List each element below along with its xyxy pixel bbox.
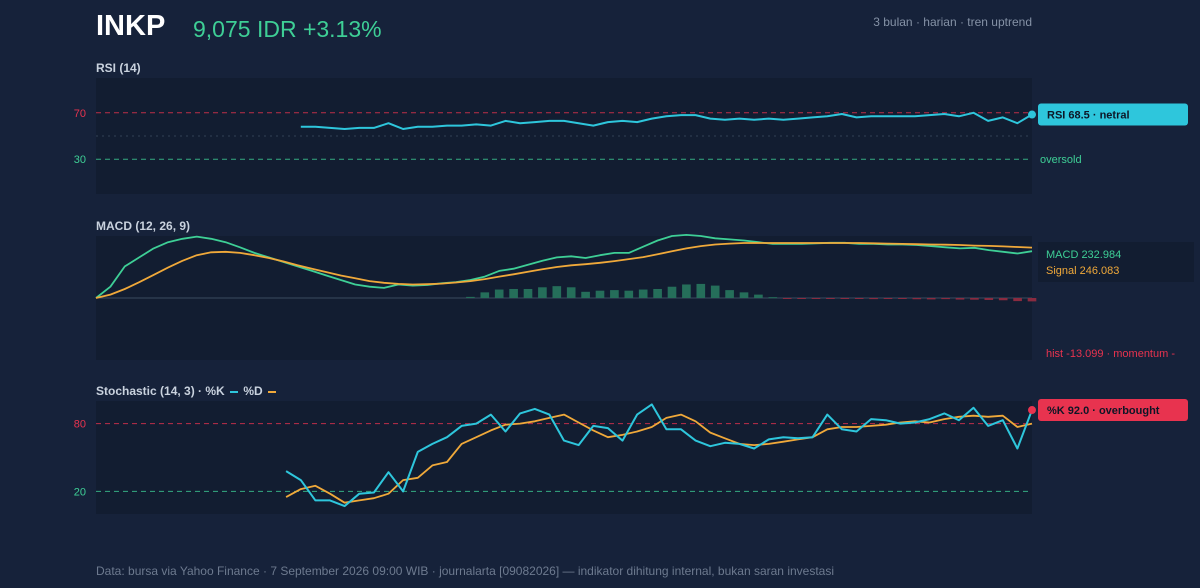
macd-panel-title: MACD (12, 26, 9) (96, 219, 191, 233)
chart-subtitle: 3 bulan · harian · tren uptrend (873, 15, 1032, 29)
signal-value-label: Signal 246.083 (1046, 265, 1119, 277)
rsi-oversold-label: oversold (1040, 154, 1082, 166)
stoch-tick-label-20: 20 (74, 486, 86, 498)
macd-histogram-bar (610, 290, 619, 298)
macd-histogram-bar (926, 298, 936, 300)
macd-histogram-bar (552, 286, 562, 298)
stoch-k-line (285, 403, 1033, 508)
macd-histogram-bar (984, 298, 994, 300)
macd-histogram-bar (883, 298, 893, 300)
macd-value-box: MACD 232.984 Signal 246.083 (1038, 242, 1194, 282)
d-legend-label: %D (243, 384, 263, 398)
macd-histogram-bar (739, 292, 749, 298)
macd-histogram-bar (624, 290, 634, 298)
stoch-value-badge: %K 92.0 · overbought (1038, 399, 1188, 422)
macd-histogram-bar (797, 298, 806, 299)
macd-histogram-bar (581, 291, 590, 298)
macd-histogram-bar (653, 288, 662, 298)
macd-histogram-bar (1027, 298, 1037, 302)
k-legend-swatch (230, 390, 239, 393)
macd-histogram-bar (1013, 298, 1022, 302)
macd-histogram-bar (638, 289, 648, 298)
macd-histogram-bar (595, 290, 605, 298)
rsi-last-point (1028, 110, 1036, 119)
macd-value-box-bg (1038, 242, 1194, 282)
macd-histogram-bar (754, 294, 763, 298)
macd-histogram-bar (466, 296, 475, 298)
stoch-value-badge-text: %K 92.0 · overbought (1047, 405, 1160, 417)
macd-histogram-bar (854, 298, 864, 299)
stoch-panel-title: Stochastic (14, 3) · %K %D (96, 384, 277, 398)
rsi-value-badge: RSI 68.5 · netral (1038, 103, 1188, 126)
rsi-tick-label-70: 70 (74, 108, 86, 120)
ticker-symbol: INKP (96, 10, 166, 42)
rsi-value-badge-text: RSI 68.5 · netral (1047, 110, 1130, 122)
macd-histogram-bar (480, 292, 490, 298)
rsi-line (300, 111, 1033, 130)
rsi-panel-title: RSI (14) (96, 61, 141, 75)
macd-histogram-bar (970, 298, 979, 300)
macd-histogram-bar (811, 298, 821, 299)
macd-histogram-bar (869, 298, 878, 300)
macd-histogram-bar (509, 288, 518, 298)
macd-histogram-bar (538, 287, 547, 298)
stoch-last-point (1028, 406, 1036, 415)
price-change: 9,075 IDR +3.13% (193, 16, 382, 42)
macd-histogram-bar (667, 286, 677, 298)
stoch-tick-label-80: 80 (74, 419, 86, 431)
macd-histogram-bar (941, 298, 950, 300)
macd-histogram-bar (682, 284, 691, 298)
histogram-value-label: hist -13.099 · momentum - (1046, 348, 1175, 360)
stoch-panel-bg (96, 401, 1032, 514)
macd-value-label: MACD 232.984 (1046, 249, 1121, 261)
rsi-tick-label-30: 30 (74, 154, 86, 166)
stoch-d-line (285, 413, 1033, 504)
signal-line (95, 242, 1033, 299)
macd-histogram-bar (725, 290, 734, 298)
d-legend-swatch (268, 390, 277, 393)
macd-histogram-bar (826, 298, 835, 299)
macd-histogram-bar (782, 298, 792, 299)
stoch-value-badge-bg (1038, 399, 1188, 422)
macd-histogram-bar (696, 283, 706, 298)
stoch-title-text: Stochastic (14, 3) · %K (96, 384, 225, 398)
macd-histogram-bar (710, 285, 720, 298)
macd-histogram-bar (494, 289, 504, 298)
footer-note: Data: bursa via Yahoo Finance · 7 Septem… (96, 564, 834, 578)
macd-histogram-bar (523, 288, 533, 298)
rsi-value-badge-bg (1038, 103, 1188, 126)
macd-histogram-bar (955, 298, 965, 300)
macd-histogram-bar (768, 297, 778, 299)
macd-histogram-bar (840, 298, 850, 299)
macd-histogram-bar (998, 298, 1008, 301)
macd-histogram-bar (912, 298, 922, 300)
macd-histogram-bar (566, 287, 576, 298)
macd-histogram-bar (898, 298, 907, 299)
